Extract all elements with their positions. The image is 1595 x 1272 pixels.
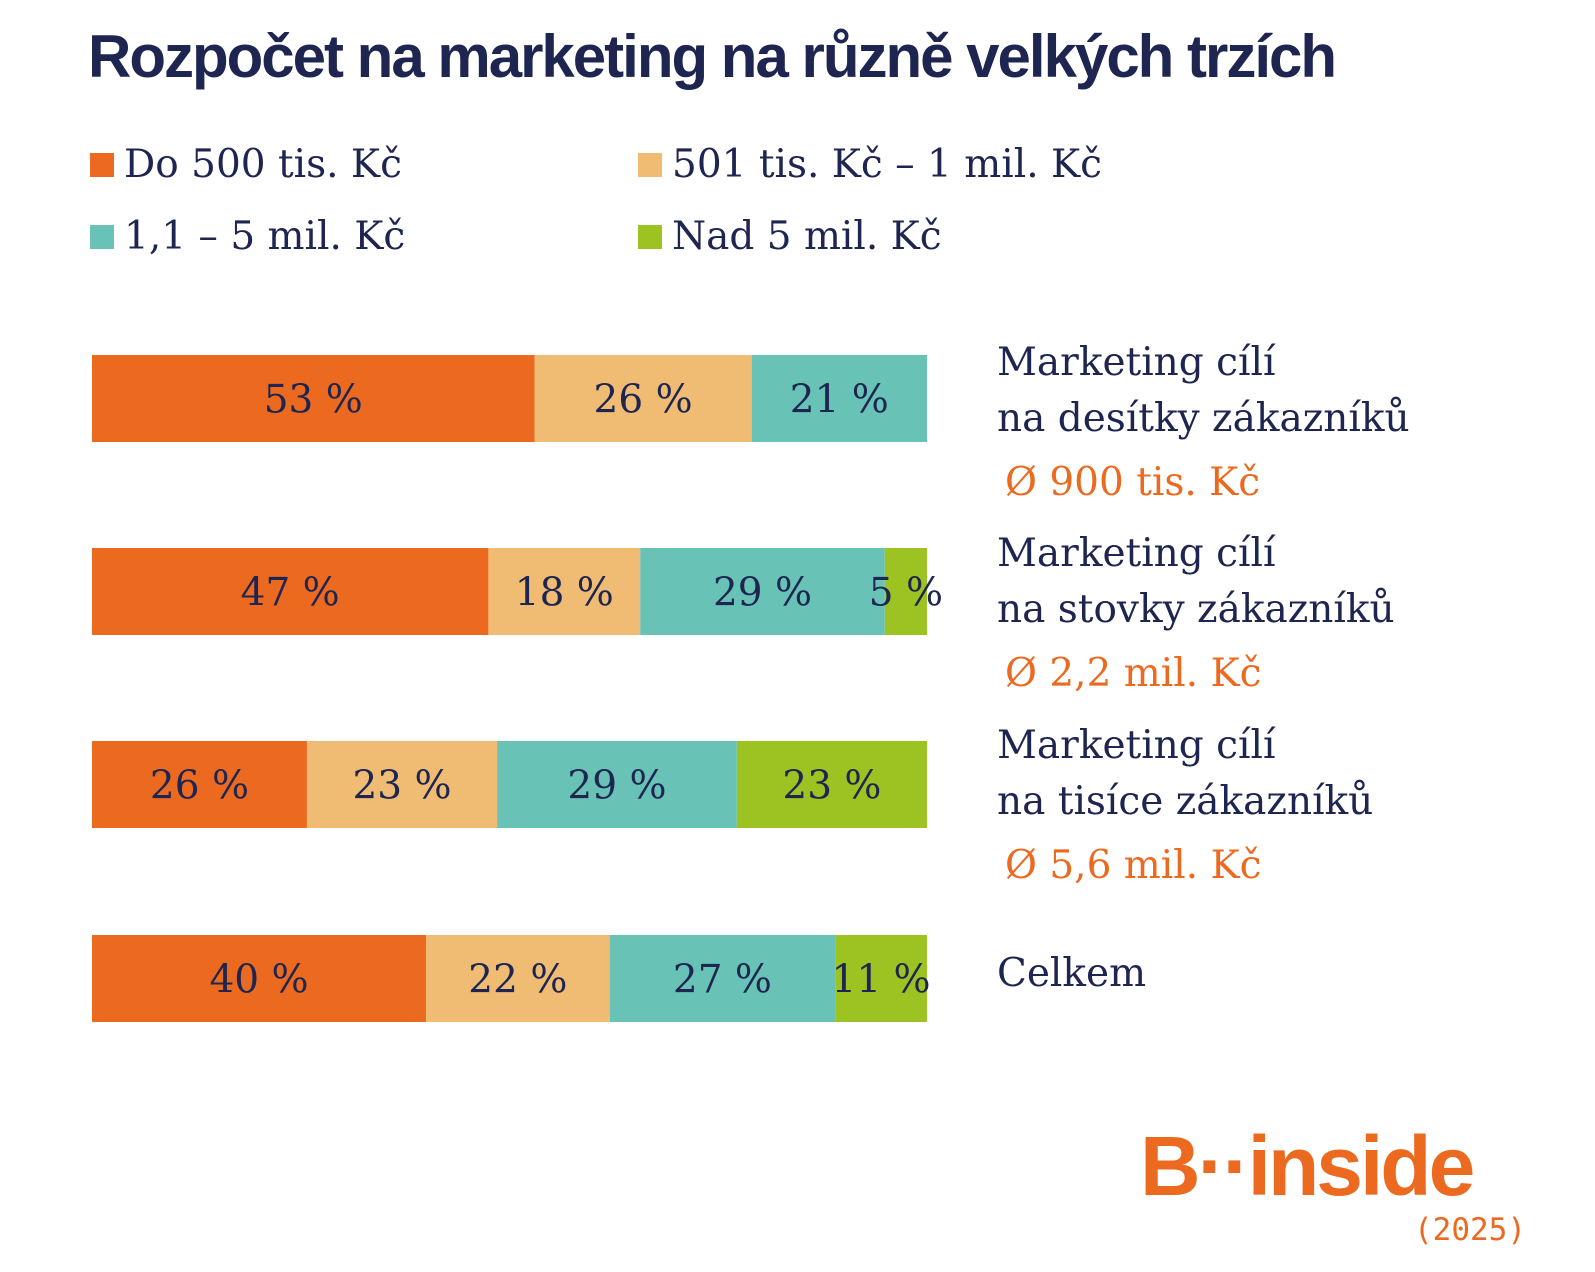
row-average: Ø 2,2 mil. Kč — [1005, 651, 1262, 696]
chart-title: Rozpočet na marketing na různě velkých t… — [88, 23, 1337, 90]
bar-value-label: 21 % — [790, 378, 889, 423]
bar-value-label: 53 % — [264, 378, 363, 423]
row-label: Celkem — [997, 946, 1146, 1002]
bar-value-label: 29 % — [567, 764, 666, 809]
row-label-line: na tisíce zákazníků — [997, 779, 1374, 824]
legend-label: 1,1 – 5 mil. Kč — [124, 214, 406, 259]
bar-value-label: 5 % — [869, 571, 943, 616]
bar-value-label: 40 % — [209, 958, 308, 1003]
legend-swatch — [638, 224, 662, 249]
bar-segment — [92, 935, 426, 1022]
bar-value-label: 27 % — [673, 958, 772, 1003]
bar-segment — [92, 741, 307, 828]
bar-value-label: 22 % — [468, 958, 567, 1003]
row-average: Ø 5,6 mil. Kč — [1005, 843, 1262, 888]
row-label-line: na stovky zákazníků — [997, 587, 1395, 632]
bar-segment — [488, 548, 641, 635]
bar-segment — [92, 355, 535, 442]
row-label: Marketing cílí na tisíce zákazníků Ø 5,6… — [997, 718, 1373, 894]
bar-segment — [884, 548, 927, 635]
legend-swatch — [90, 224, 114, 249]
bar-segment — [609, 935, 836, 1022]
legend-label: Do 500 tis. Kč — [124, 142, 402, 187]
legend-swatch — [90, 152, 114, 177]
legend-label: Nad 5 mil. Kč — [672, 214, 942, 259]
bar-value-label: 26 % — [594, 378, 693, 423]
row-label: Marketing cílí na desítky zákazníků Ø 90… — [997, 335, 1410, 511]
bar-value-label: 18 % — [515, 571, 614, 616]
bar-value-label: 23 % — [352, 764, 451, 809]
bar-value-label: 47 % — [241, 571, 340, 616]
bar-segment — [751, 355, 927, 442]
legend-item: 1,1 – 5 mil. Kč — [90, 214, 405, 259]
legend-item: Nad 5 mil. Kč — [638, 214, 942, 259]
brand-logo: B··inside — [1140, 1119, 1475, 1213]
row-label: Marketing cílí na stovky zákazníků Ø 2,2… — [997, 526, 1395, 702]
legend-item: Do 500 tis. Kč — [90, 142, 402, 187]
legend-label: 501 tis. Kč – 1 mil. Kč — [672, 142, 1102, 187]
bar-value-label: 11 % — [832, 958, 931, 1003]
bar-segment — [92, 548, 489, 635]
row-label-line: Celkem — [997, 951, 1147, 996]
bar-value-label: 23 % — [782, 764, 881, 809]
row-average: Ø 900 tis. Kč — [1005, 460, 1261, 505]
legend-swatch — [638, 152, 662, 177]
bar-segment — [534, 355, 752, 442]
bar-segment — [640, 548, 885, 635]
bar-segment — [736, 741, 927, 828]
row-label-line: Marketing cílí — [997, 531, 1276, 576]
bar-segment — [835, 935, 927, 1022]
row-label-line: Marketing cílí — [997, 723, 1276, 768]
bar-value-label: 26 % — [150, 764, 249, 809]
bar-segment — [426, 935, 610, 1022]
row-label-line: na desítky zákazníků — [997, 396, 1410, 441]
row-label-line: Marketing cílí — [997, 340, 1276, 385]
bar-value-label: 29 % — [713, 571, 812, 616]
legend-item: 501 tis. Kč – 1 mil. Kč — [638, 142, 1102, 187]
bar-segment — [306, 741, 498, 828]
bar-segment — [497, 741, 737, 828]
publication-year: (2025) — [1414, 1212, 1526, 1248]
